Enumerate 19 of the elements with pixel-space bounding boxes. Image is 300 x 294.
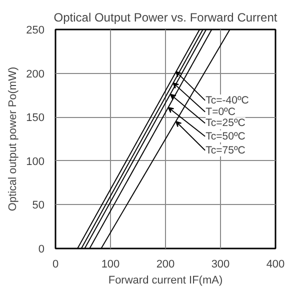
y-tick-label: 0	[38, 244, 45, 256]
y-tick-label: 100	[26, 156, 45, 168]
x-tick-label: 400	[266, 258, 285, 270]
y-tick-label: 200	[26, 68, 45, 80]
annotation: Tc=50ºC	[206, 130, 246, 142]
x-tick-label: 100	[101, 258, 120, 270]
x-tick-label: 200	[156, 258, 175, 270]
y-tick-label: 150	[26, 112, 45, 124]
annotation: Tc=-40ºC	[206, 94, 250, 106]
chart-title: Optical Output Power vs. Forward Current	[54, 10, 278, 24]
annotation: Tc=75ºC	[206, 144, 246, 156]
x-tick-label: 300	[211, 258, 230, 270]
y-tick-label: 50	[32, 200, 45, 212]
annotation: Tc=25ºC	[206, 117, 246, 130]
y-tick-label: 250	[26, 24, 45, 36]
x-tick-label: 0	[52, 258, 59, 270]
annotation: T=0ºC	[206, 106, 236, 118]
y-axis-title: Optical output power Po(mW)	[7, 66, 20, 212]
x-axis-title: Forward current IF(mA)	[108, 274, 223, 286]
